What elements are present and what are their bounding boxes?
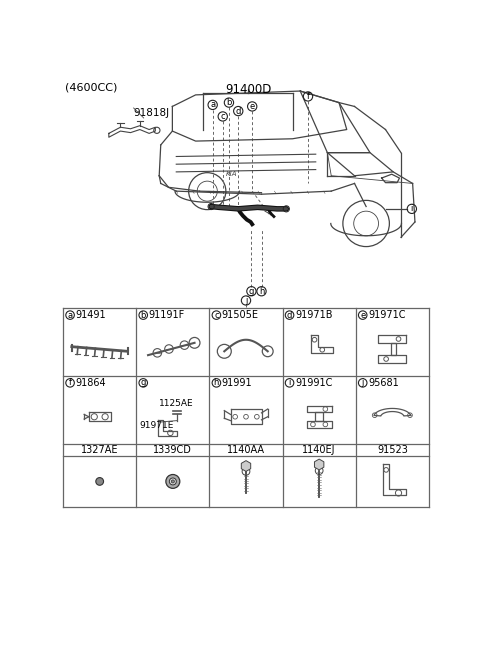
- Text: c: c: [220, 112, 225, 121]
- Text: 91971E: 91971E: [139, 420, 174, 430]
- Text: h: h: [259, 287, 264, 296]
- Text: c: c: [214, 310, 219, 319]
- Text: 91523: 91523: [377, 445, 408, 455]
- Polygon shape: [241, 461, 251, 472]
- Text: 91971B: 91971B: [295, 310, 333, 320]
- Text: h: h: [214, 379, 219, 388]
- Text: 1140EJ: 1140EJ: [302, 445, 336, 455]
- Text: j: j: [245, 296, 247, 305]
- Text: a: a: [68, 310, 72, 319]
- Text: (4600CC): (4600CC): [65, 83, 117, 92]
- Text: f: f: [307, 92, 310, 101]
- Text: 91991: 91991: [222, 378, 252, 388]
- Text: 91971C: 91971C: [368, 310, 406, 320]
- Text: 91864: 91864: [75, 378, 106, 388]
- Text: 1140AA: 1140AA: [227, 445, 265, 455]
- Text: g: g: [249, 287, 254, 296]
- Text: d: d: [236, 106, 241, 115]
- Text: b: b: [141, 310, 146, 319]
- Text: f: f: [69, 379, 72, 388]
- Polygon shape: [314, 459, 324, 470]
- Circle shape: [96, 478, 104, 485]
- Text: 91818J: 91818J: [133, 108, 170, 118]
- Text: e: e: [250, 102, 255, 111]
- Circle shape: [171, 480, 174, 483]
- Text: 1125AE: 1125AE: [159, 399, 194, 408]
- Text: 91400D: 91400D: [225, 83, 272, 96]
- Text: 91491: 91491: [75, 310, 106, 320]
- Text: g: g: [141, 379, 146, 388]
- Text: e: e: [360, 310, 365, 319]
- Text: 91991C: 91991C: [295, 378, 332, 388]
- Text: 95681: 95681: [368, 378, 399, 388]
- Text: 1327AE: 1327AE: [81, 445, 119, 455]
- Circle shape: [166, 474, 180, 488]
- Text: i: i: [411, 205, 413, 213]
- Text: d: d: [287, 310, 292, 319]
- Text: b: b: [226, 98, 232, 107]
- Text: a: a: [210, 100, 215, 110]
- Text: 1339CD: 1339CD: [154, 445, 192, 455]
- Text: i: i: [288, 379, 291, 388]
- Circle shape: [169, 478, 176, 485]
- Text: KIA: KIA: [226, 171, 238, 177]
- Text: 91191F: 91191F: [149, 310, 185, 320]
- Text: 91505E: 91505E: [222, 310, 259, 320]
- Text: j: j: [361, 379, 364, 388]
